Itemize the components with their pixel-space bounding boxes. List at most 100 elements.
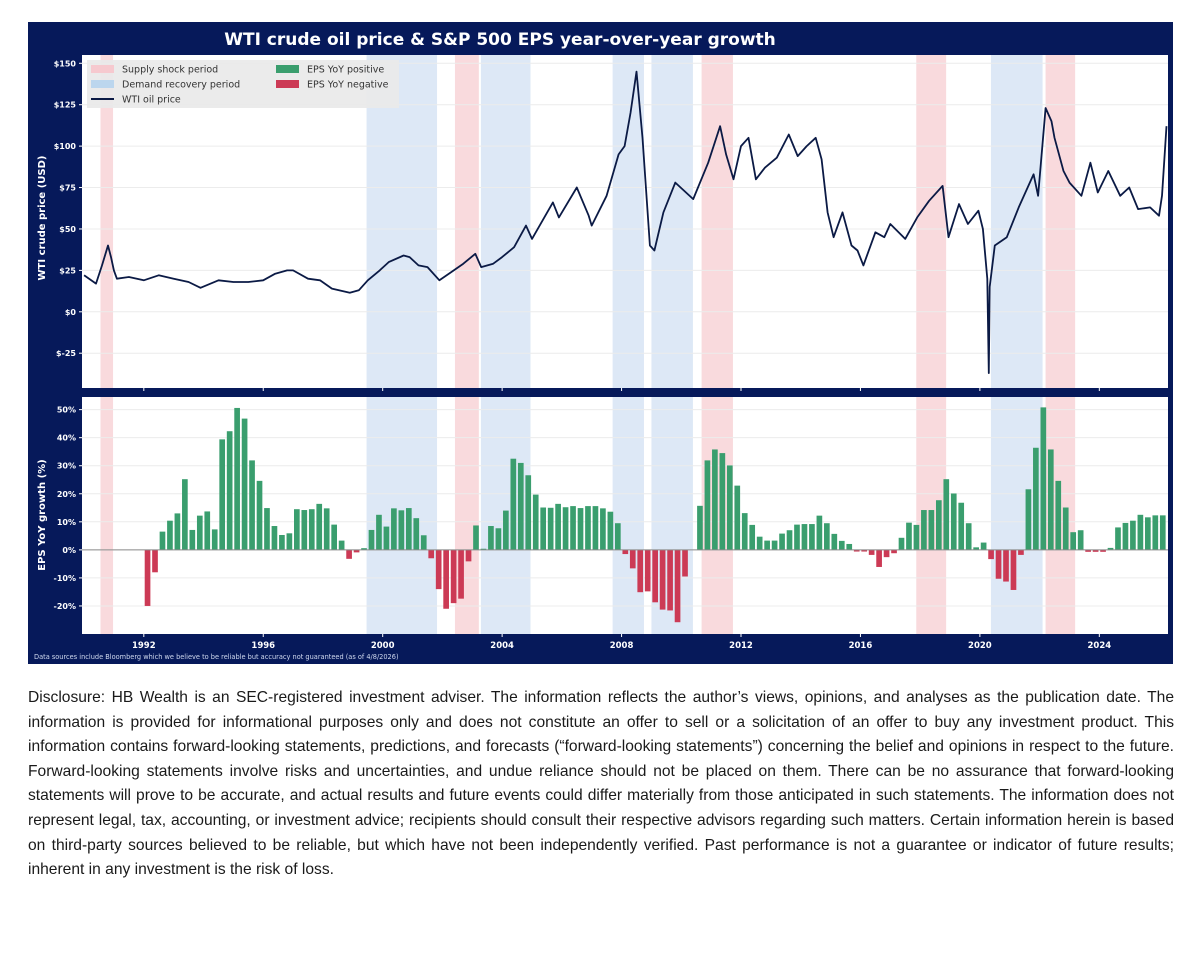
eps-growth-panel: 50% 40% 30% 20% 10% 0% -10% -20% 1992 1996 2000 200… — [54, 397, 1168, 651]
supply-shock-band — [100, 397, 114, 634]
y-tick-label: $50 — [59, 225, 76, 234]
eps-bar-negative — [891, 549, 897, 554]
eps-bar-positive — [1062, 507, 1069, 550]
eps-bar-negative — [622, 549, 629, 555]
eps-bar-negative — [353, 549, 360, 553]
eps-bar-positive — [174, 513, 181, 550]
eps-bar-positive — [1033, 447, 1039, 550]
y-tick-label: 50% — [57, 406, 76, 415]
eps-bar-positive — [1047, 449, 1054, 550]
eps-bar-negative — [652, 549, 658, 603]
eps-bar-negative — [443, 549, 449, 609]
eps-bar-negative — [428, 549, 435, 559]
demand-recovery-band — [366, 55, 438, 388]
eps-bar-positive — [249, 460, 255, 550]
eps-bar-negative — [435, 549, 442, 590]
eps-bar-negative — [995, 549, 1002, 579]
legend-patch-swatch — [276, 80, 299, 88]
eps-bar-positive — [211, 529, 218, 550]
eps-bar-negative — [152, 549, 158, 573]
legend-patch-swatch — [91, 65, 114, 73]
eps-bar-negative — [1092, 549, 1099, 552]
eps-bar-positive — [555, 503, 561, 550]
eps-bar-negative — [629, 549, 636, 569]
eps-bar-positive — [824, 523, 830, 550]
eps-bar-positive — [838, 540, 845, 550]
eps-bar-positive — [294, 509, 300, 550]
eps-bar-positive — [600, 508, 606, 550]
eps-bar-positive — [1115, 527, 1121, 550]
eps-bar-positive — [809, 524, 815, 550]
y-tick-label: 10% — [57, 518, 76, 527]
eps-bar-positive — [771, 540, 778, 550]
eps-bar-positive — [973, 547, 979, 550]
eps-bar-positive — [338, 540, 345, 550]
x-tick-label: 1996 — [251, 641, 275, 651]
y-tick-label: $125 — [54, 101, 77, 110]
eps-bar-positive — [488, 526, 494, 550]
demand-recovery-band — [990, 55, 1043, 388]
eps-bar-positive — [331, 524, 338, 550]
eps-bar-positive — [592, 506, 599, 550]
legend-label: Supply shock period — [122, 65, 218, 76]
eps-bar-negative — [1003, 549, 1009, 582]
demand-recovery-band — [612, 55, 644, 388]
eps-bar-positive — [271, 526, 278, 550]
eps-bar-positive — [1107, 547, 1114, 550]
eps-bar-positive — [1055, 480, 1062, 550]
eps-bar-positive — [1152, 515, 1159, 550]
eps-bar-negative — [1100, 549, 1106, 552]
eps-bar-positive — [726, 465, 733, 550]
y-tick-label: $25 — [59, 266, 76, 275]
eps-bar-negative — [144, 549, 151, 606]
legend-patch-swatch — [276, 65, 299, 73]
eps-bar-positive — [734, 485, 741, 550]
y-tick-label: $75 — [59, 184, 76, 193]
eps-bar-positive — [503, 510, 509, 550]
x-tick-label: 1992 — [132, 641, 156, 651]
eps-bar-positive — [473, 525, 479, 550]
eps-bar-positive — [413, 518, 420, 550]
eps-bar-positive — [906, 522, 912, 550]
eps-bar-positive — [704, 460, 711, 550]
eps-bar-positive — [376, 514, 382, 550]
eps-bar-negative — [667, 549, 673, 611]
eps-bar-positive — [219, 439, 226, 550]
oil-y-axis-label: WTI crude price (USD) — [37, 156, 48, 281]
eps-bar-positive — [1025, 489, 1032, 550]
chart-svg: WTI crude oil price & S&P 500 EPS year-o… — [28, 22, 1173, 664]
eps-bar-positive — [1137, 514, 1144, 550]
eps-bar-positive — [308, 509, 315, 550]
eps-bar-positive — [928, 510, 935, 550]
legend: Supply shock period Demand recovery perio… — [87, 60, 399, 108]
demand-recovery-band — [651, 55, 693, 388]
eps-bar-positive — [540, 507, 547, 550]
eps-bar-positive — [286, 533, 293, 550]
eps-bar-positive — [234, 407, 240, 550]
y-tick-label: $0 — [65, 308, 77, 317]
eps-bar-positive — [585, 506, 591, 550]
eps-bar-negative — [1018, 549, 1024, 555]
x-tick-label: 2000 — [371, 641, 395, 651]
eps-bar-positive — [801, 524, 808, 550]
supply-shock-band — [100, 55, 114, 388]
eps-bar-negative — [465, 549, 472, 562]
eps-bar-positive — [913, 524, 920, 550]
eps-bar-positive — [1122, 522, 1129, 550]
eps-bar-positive — [1145, 517, 1151, 550]
eps-bar-positive — [391, 508, 397, 550]
x-tick-label: 2012 — [729, 641, 753, 651]
eps-bar-positive — [607, 511, 614, 550]
eps-bar-positive — [398, 510, 405, 550]
eps-bar-negative — [988, 549, 994, 560]
eps-bar-negative — [644, 549, 651, 592]
x-tick-label: 2004 — [490, 641, 514, 651]
eps-bar-positive — [816, 515, 823, 550]
eps-bar-positive — [943, 479, 950, 550]
eps-bar-positive — [256, 480, 263, 550]
supply-shock-band — [916, 55, 947, 388]
eps-bar-negative — [450, 549, 457, 604]
eps-bar-positive — [241, 418, 248, 550]
eps-bar-positive — [846, 543, 853, 550]
eps-bar-positive — [361, 548, 367, 550]
